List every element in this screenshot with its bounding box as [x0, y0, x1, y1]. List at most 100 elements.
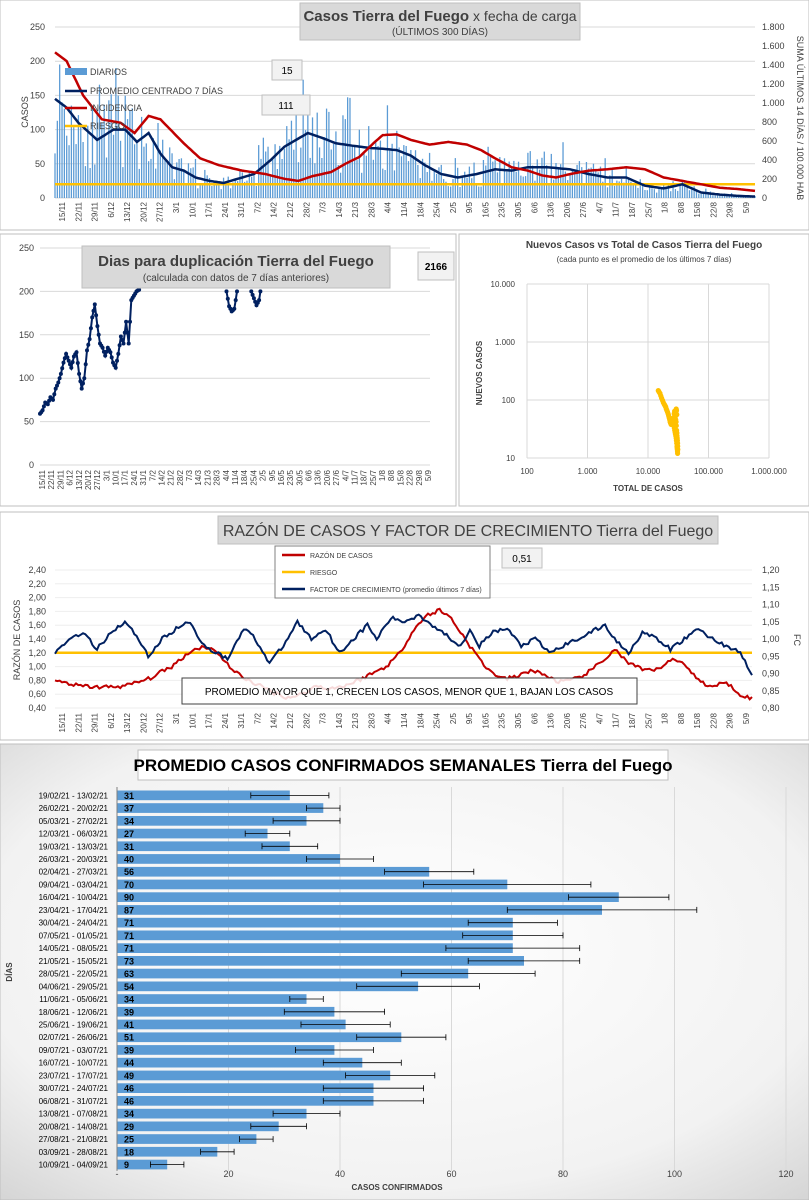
x-tick-label: 60: [446, 1169, 456, 1179]
bar-daily: [290, 120, 293, 198]
x-tick-label: 10/1: [188, 201, 197, 217]
bar-daily: [108, 100, 110, 198]
bar-daily: [87, 125, 89, 198]
bar-daily: [679, 183, 681, 198]
category-label: 09/04/21 - 03/04/21: [39, 881, 109, 890]
bar-daily: [211, 186, 213, 198]
chart-title: PROMEDIO CASOS CONFIRMADOS SEMANALES Tie…: [133, 756, 672, 775]
point-doubling: [235, 289, 239, 294]
bar-daily: [234, 179, 236, 198]
x-tick-label: 11/7: [351, 469, 360, 485]
x-tick-label: 29/8: [415, 469, 424, 485]
category-label: 02/04/21 - 27/03/21: [39, 868, 109, 877]
x-tick-label: 21/2: [167, 469, 176, 485]
x-tick-label: 15/8: [396, 469, 405, 485]
x-tick-label: 13/12: [75, 469, 84, 490]
bar-daily: [59, 64, 61, 198]
category-label: 16/04/21 - 10/04/21: [39, 893, 109, 902]
bar-daily: [625, 167, 627, 198]
bar-weekly: [117, 981, 419, 992]
x-tick-label: 24/1: [221, 201, 230, 217]
category-label: 19/02/21 - 13/02/21: [39, 791, 109, 800]
bar-weekly: [117, 1057, 363, 1068]
bar-daily: [442, 179, 445, 198]
bar-daily: [414, 150, 417, 198]
chart-title: Nuevos Casos vs Total de Casos Tierra de…: [526, 240, 762, 251]
category-label: 06/08/21 - 31/07/21: [39, 1097, 109, 1106]
bar-daily: [260, 158, 262, 198]
point-doubling: [95, 324, 100, 329]
bar-daily: [293, 149, 295, 198]
bar-daily: [150, 158, 152, 198]
bar-daily: [368, 126, 370, 198]
y-tick-label: 200: [30, 56, 45, 66]
y2-tick-label: 0,80: [762, 703, 780, 713]
bar-daily: [344, 119, 346, 198]
bar-value-label: 34: [124, 995, 134, 1005]
x-tick-label: 20/6: [563, 201, 572, 217]
x-tick-label: 40: [335, 1169, 345, 1179]
bar-daily: [553, 179, 555, 198]
point-doubling: [90, 315, 95, 320]
point-doubling: [96, 332, 101, 337]
y2-tick-label: 0,90: [762, 669, 780, 679]
bar-daily: [283, 148, 286, 198]
annotation-ratio: 0,51: [512, 554, 532, 565]
bar-value-label: 39: [124, 1007, 134, 1017]
bar-weekly: [117, 1006, 335, 1017]
bar-daily: [667, 183, 670, 198]
x-tick-label: 20/12: [139, 201, 148, 222]
x-tick-label: 30/5: [514, 712, 523, 728]
bar-daily: [468, 166, 471, 198]
x-tick-label: 7/3: [319, 712, 328, 724]
category-label: 03/09/21 - 28/08/21: [39, 1148, 109, 1157]
bar-daily: [152, 138, 154, 198]
bar-daily: [314, 163, 316, 198]
point-doubling: [124, 319, 129, 324]
point-doubling: [121, 341, 126, 346]
point-doubling: [41, 404, 46, 409]
bar-daily: [410, 150, 412, 198]
line-incidencia: [54, 51, 756, 193]
line-promedio: [54, 97, 755, 198]
line-razon: [54, 607, 753, 701]
y2-tick-label: 0,95: [762, 651, 780, 661]
bar-daily: [400, 156, 403, 198]
bar-daily: [616, 180, 618, 198]
x-tick-label: 5/9: [742, 712, 751, 724]
bar-value-label: 49: [124, 1071, 134, 1081]
bar-value-label: 34: [124, 1109, 134, 1119]
bar-daily: [534, 180, 536, 198]
bar-daily: [225, 181, 227, 198]
legend-box: [274, 545, 491, 599]
bar-daily: [358, 129, 360, 198]
bar-daily: [585, 162, 588, 198]
x-tick-label: 3/1: [172, 201, 181, 213]
bar-value-label: 29: [124, 1122, 134, 1132]
x-tick-label: 23/5: [498, 201, 507, 217]
bar-daily: [377, 146, 379, 198]
category-label: 19/03/21 - 13/03/21: [39, 842, 109, 851]
category-label: 11/06/21 - 05/06/21: [39, 995, 108, 1004]
bar-daily: [578, 161, 581, 198]
bar-daily: [478, 186, 480, 198]
bar-value-label: 9: [124, 1160, 129, 1170]
point-doubling: [55, 383, 59, 388]
x-tick-label: 6/6: [530, 201, 539, 213]
point-doubling: [70, 360, 75, 365]
y-tick-label: 1,80: [28, 606, 46, 616]
x-tick-label: 28/2: [176, 469, 185, 485]
legend-label: RIESGO: [90, 121, 125, 131]
bar-daily: [162, 139, 164, 198]
annotation-box: [271, 59, 303, 81]
point-doubling: [51, 397, 55, 402]
x-tick-label: 17/1: [205, 712, 214, 728]
legend-label: FACTOR DE CRECIMIENTO (promedio últimos …: [310, 587, 482, 594]
bar-value-label: 63: [124, 969, 134, 979]
bar-daily: [513, 160, 515, 198]
x-tick-label: 25/7: [644, 201, 653, 217]
bar-daily: [178, 159, 180, 198]
bar-weekly: [117, 816, 307, 826]
bar-value-label: 39: [124, 1046, 134, 1056]
bar-daily: [82, 142, 84, 198]
